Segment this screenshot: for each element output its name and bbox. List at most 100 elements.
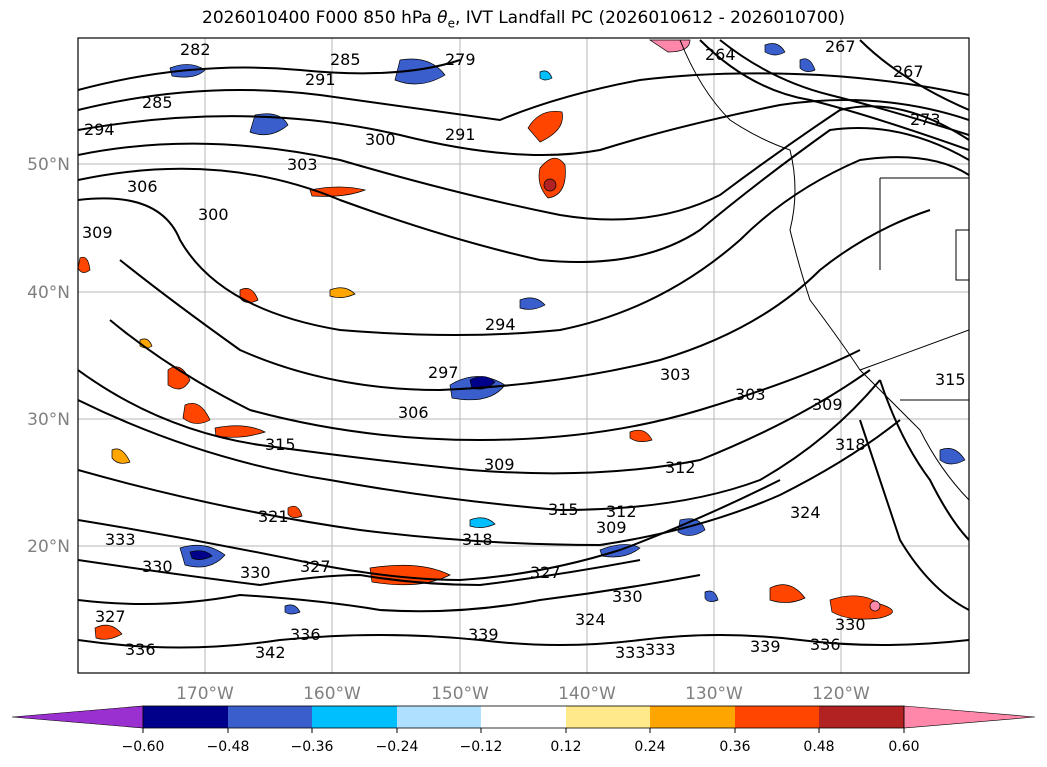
colorbar-frame (142, 705, 905, 729)
colorbar-segment (819, 706, 904, 728)
lat-label: 30°N (27, 410, 70, 430)
colorbar-segment (143, 706, 228, 728)
colorbar-segment (312, 706, 397, 728)
lat-label: 20°N (27, 537, 70, 557)
contour-label: 267 (893, 62, 924, 81)
contour-label: 312 (606, 502, 637, 521)
colorbar-tick-label: 0.60 (888, 739, 919, 755)
contour-label: 309 (596, 518, 627, 537)
contour-label: 297 (428, 363, 459, 382)
contour-label: 327 (95, 607, 126, 626)
contour-label: 342 (255, 643, 286, 662)
contour-label: 300 (365, 130, 396, 149)
colorbar-extend-high (903, 705, 1036, 729)
lon-label: 140°W (558, 684, 616, 704)
colorbar-segment (481, 706, 566, 728)
colorbar-tick-label: 0.48 (803, 739, 834, 755)
colorbar-tick-label: 0.36 (719, 739, 750, 755)
title-theta-subscript: e (447, 16, 455, 31)
contour-label: 267 (825, 37, 856, 56)
contour-label: 330 (240, 563, 271, 582)
lat-label: 50°N (27, 155, 70, 175)
contour-label: 339 (468, 625, 499, 644)
contour-label: 318 (462, 530, 493, 549)
contour-label: 285 (330, 50, 361, 69)
contour-label: 291 (305, 70, 336, 89)
colorbar-segment (735, 706, 819, 728)
colorbar-segment (228, 706, 312, 728)
map-background (78, 38, 969, 673)
contour-label: 285 (142, 93, 173, 112)
ivt-shading (78, 39, 966, 640)
contour-label: 333 (105, 530, 136, 549)
contour-label: 330 (612, 587, 643, 606)
contour-label: 324 (575, 610, 606, 629)
map-content (78, 38, 969, 673)
contour-label: 315 (548, 500, 579, 519)
colorbar-tick-label: 0.24 (634, 739, 665, 755)
contour-label: 333 (615, 643, 646, 662)
lon-label: 120°W (812, 684, 870, 704)
contour-label: 327 (300, 557, 331, 576)
contour-label: 324 (790, 503, 821, 522)
title-theta-symbol: θ (437, 8, 448, 28)
coastlines (679, 39, 969, 501)
contour-label: 303 (735, 385, 766, 404)
contour-label: 336 (125, 640, 156, 659)
contour-label: 303 (287, 155, 318, 174)
lon-label: 130°W (685, 684, 743, 704)
contour-label: 312 (665, 458, 696, 477)
contour-label: 282 (180, 40, 211, 59)
lat-label: 40°N (27, 283, 70, 303)
contour-label: 336 (810, 635, 841, 654)
contour-label: 309 (484, 455, 515, 474)
contour-label: 294 (84, 120, 115, 139)
contour-label: 339 (750, 637, 781, 656)
colorbar-tick-label: −0.36 (291, 739, 334, 755)
contour-label: 309 (82, 223, 113, 242)
contour-label: 327 (530, 563, 561, 582)
lon-label: 160°W (303, 684, 361, 704)
contour-label: 309 (812, 395, 843, 414)
longitude-labels: 170°W 160°W 150°W 140°W 130°W 120°W (176, 684, 870, 704)
map-frame (77, 37, 970, 674)
colorbar-tick-label: −0.24 (376, 739, 419, 755)
latitude-labels: 50°N 40°N 30°N 20°N (27, 155, 70, 557)
contour-label: 318 (835, 435, 866, 454)
contour-label: 279 (445, 50, 476, 69)
contour-label: 294 (485, 315, 516, 334)
contour-label: 333 (645, 640, 676, 659)
map-title: 2026010400 F000 850 hPa θe, IVT Landfall… (0, 8, 1047, 30)
contour-label: 321 (258, 507, 289, 526)
colorbar-segment (650, 706, 735, 728)
contour-label: 303 (660, 365, 691, 384)
colorbar: −0.60 −0.48 −0.36 −0.24 −0.12 0.12 0.24 … (11, 705, 1036, 755)
title-suffix: , IVT Landfall PC (2026010612 - 20260107… (454, 8, 845, 28)
gridlines (78, 38, 969, 673)
colorbar-extend-low (11, 705, 144, 729)
colorbar-segment (566, 706, 650, 728)
colorbar-tick-label: −0.12 (460, 739, 503, 755)
colorbar-tick-label: −0.48 (207, 739, 250, 755)
contour-label: 336 (290, 625, 321, 644)
title-prefix: 2026010400 F000 850 hPa (202, 8, 438, 28)
contour-label: 306 (398, 403, 429, 422)
colorbar-ticks (142, 728, 905, 733)
colorbar-segment (397, 706, 481, 728)
lon-label: 170°W (176, 684, 234, 704)
lon-label: 150°W (431, 684, 489, 704)
colorbar-tick-label: 0.12 (550, 739, 581, 755)
contour-label: 273 (910, 110, 941, 129)
contour-label: 315 (935, 370, 966, 389)
contour-labels: 282 285 294 291 285 279 264 267 267 273 … (82, 37, 966, 662)
contour-label: 330 (835, 615, 866, 634)
colorbar-tick-label: −0.60 (122, 739, 165, 755)
contour-label: 306 (127, 177, 158, 196)
contour-label: 264 (705, 45, 736, 64)
contour-label: 315 (265, 435, 296, 454)
contour-label: 330 (142, 557, 173, 576)
contour-label: 300 (198, 205, 229, 224)
theta-e-contours (78, 39, 969, 649)
contour-label: 291 (445, 125, 476, 144)
